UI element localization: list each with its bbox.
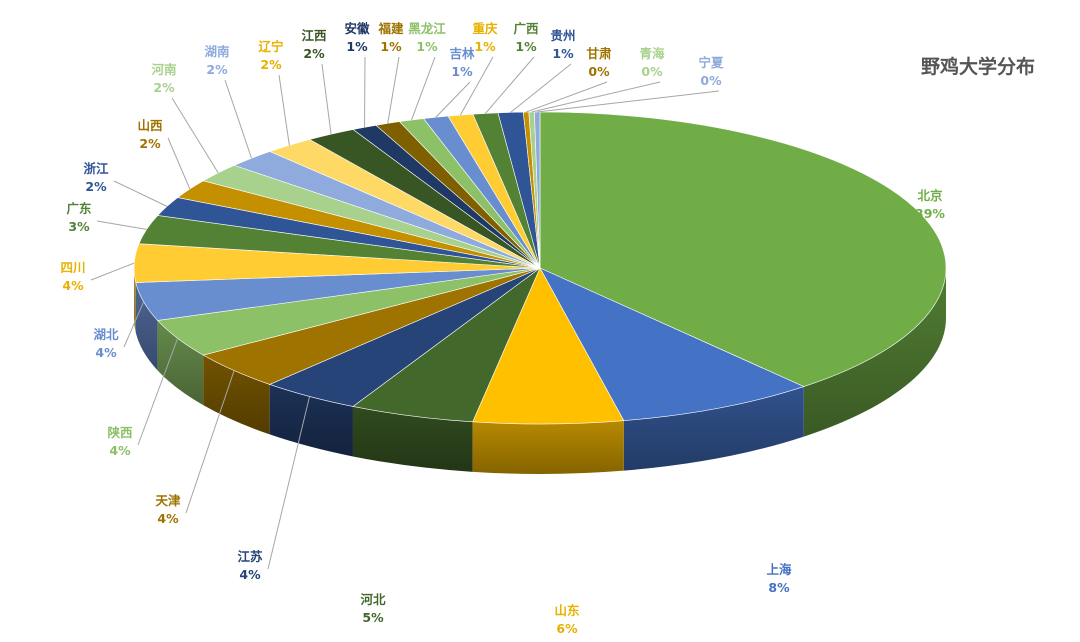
label-value-山东: 6% bbox=[556, 621, 578, 636]
label-value-陕西: 4% bbox=[109, 443, 131, 458]
label-name-北京: 北京 bbox=[917, 188, 943, 203]
label-name-江苏: 江苏 bbox=[237, 549, 263, 564]
label-name-广东: 广东 bbox=[66, 201, 92, 216]
chart-title: 野鸡大学分布 bbox=[921, 56, 1036, 78]
leader-line-河南 bbox=[171, 97, 219, 174]
label-value-江西: 2% bbox=[303, 46, 325, 61]
pie-side-四川 bbox=[134, 268, 136, 333]
leader-line-江苏 bbox=[267, 396, 311, 570]
leader-line-山西 bbox=[167, 137, 191, 190]
label-value-黑龙江: 1% bbox=[416, 39, 438, 54]
leader-line-贵州 bbox=[510, 63, 572, 113]
leader-line-广东 bbox=[96, 220, 147, 230]
label-name-黑龙江: 黑龙江 bbox=[408, 21, 446, 36]
leader-line-浙江 bbox=[113, 180, 168, 207]
leader-line-黑龙江 bbox=[411, 56, 436, 121]
pie-side-上海 bbox=[623, 386, 804, 471]
label-name-天津: 天津 bbox=[155, 493, 181, 508]
leader-line-甘肃 bbox=[525, 81, 608, 113]
pie-side-天津 bbox=[203, 355, 270, 435]
label-value-河南: 2% bbox=[153, 80, 175, 95]
label-value-贵州: 1% bbox=[552, 46, 574, 61]
leader-line-江西 bbox=[321, 63, 332, 135]
label-name-宁夏: 宁夏 bbox=[698, 55, 724, 70]
label-name-上海: 上海 bbox=[766, 562, 792, 577]
label-value-青海: 0% bbox=[641, 64, 663, 79]
label-name-山东: 山东 bbox=[554, 603, 580, 618]
label-name-湖南: 湖南 bbox=[204, 44, 230, 59]
leader-line-重庆 bbox=[460, 56, 494, 116]
label-name-江西: 江西 bbox=[301, 28, 326, 43]
leader-line-广西 bbox=[485, 56, 535, 114]
pie-side-湖北 bbox=[135, 282, 158, 371]
label-name-贵州: 贵州 bbox=[550, 28, 575, 43]
pie-slice-山东 bbox=[472, 267, 625, 425]
leader-line-福建 bbox=[387, 56, 400, 124]
label-name-四川: 四川 bbox=[60, 260, 85, 275]
pie-slice-北京 bbox=[539, 111, 947, 387]
label-name-河北: 河北 bbox=[360, 592, 386, 607]
label-name-辽宁: 辽宁 bbox=[258, 39, 283, 54]
leader-line-湖北 bbox=[123, 301, 145, 348]
leader-line-吉林 bbox=[435, 81, 471, 118]
leader-line-宁夏 bbox=[537, 90, 720, 113]
label-value-安徽: 1% bbox=[346, 39, 368, 54]
label-value-湖北: 4% bbox=[95, 345, 117, 360]
label-value-天津: 4% bbox=[157, 511, 179, 526]
label-name-重庆: 重庆 bbox=[472, 21, 498, 36]
pie-side-北京 bbox=[803, 268, 946, 437]
label-value-宁夏: 0% bbox=[700, 73, 722, 88]
label-value-广东: 3% bbox=[68, 219, 90, 234]
pie-side-山东 bbox=[472, 420, 624, 475]
leader-line-四川 bbox=[90, 262, 135, 281]
label-name-青海: 青海 bbox=[639, 46, 665, 61]
label-value-吉林: 1% bbox=[451, 64, 473, 79]
label-name-浙江: 浙江 bbox=[83, 161, 109, 176]
pie-sides bbox=[134, 268, 946, 475]
label-value-重庆: 1% bbox=[474, 39, 496, 54]
label-name-河南: 河南 bbox=[151, 62, 177, 77]
data-labels: 北京 39% 上海 8% 山东 6% 河北 5% 江苏 4% 天津 4% 陕西 4% 湖北 4% 四川 4% 广东 3… bbox=[60, 21, 945, 636]
label-value-甘肃: 0% bbox=[588, 64, 610, 79]
label-name-福建: 福建 bbox=[377, 21, 404, 36]
label-name-陕西: 陕西 bbox=[107, 425, 132, 440]
leader-line-辽宁 bbox=[278, 74, 290, 146]
label-value-广西: 1% bbox=[515, 39, 537, 54]
label-value-浙江: 2% bbox=[85, 179, 107, 194]
leader-line-湖南 bbox=[224, 79, 253, 159]
pie-slice-上海 bbox=[539, 267, 805, 421]
label-value-福建: 1% bbox=[380, 39, 402, 54]
leader-line-青海 bbox=[531, 81, 661, 113]
label-value-辽宁: 2% bbox=[260, 57, 282, 72]
label-name-甘肃: 甘肃 bbox=[586, 46, 612, 61]
label-value-湖南: 2% bbox=[206, 62, 228, 77]
label-value-山西: 2% bbox=[139, 136, 161, 151]
label-name-广西: 广西 bbox=[513, 21, 538, 36]
label-name-安徽: 安徽 bbox=[344, 21, 370, 36]
label-name-吉林: 吉林 bbox=[449, 46, 475, 61]
label-value-北京: 39% bbox=[915, 206, 945, 221]
label-value-上海: 8% bbox=[768, 580, 790, 595]
pie-side-江苏 bbox=[269, 384, 353, 457]
pie-side-河北 bbox=[352, 406, 473, 472]
label-value-江苏: 4% bbox=[239, 567, 261, 582]
label-name-山西: 山西 bbox=[137, 118, 162, 133]
label-value-四川: 4% bbox=[62, 278, 84, 293]
label-value-河北: 5% bbox=[362, 610, 384, 625]
leader-lines bbox=[90, 56, 720, 570]
leader-line-陕西 bbox=[137, 338, 179, 446]
leader-line-天津 bbox=[185, 370, 235, 514]
pie-side-陕西 bbox=[157, 320, 204, 406]
label-name-湖北: 湖北 bbox=[93, 327, 119, 342]
pie-top bbox=[133, 111, 947, 425]
